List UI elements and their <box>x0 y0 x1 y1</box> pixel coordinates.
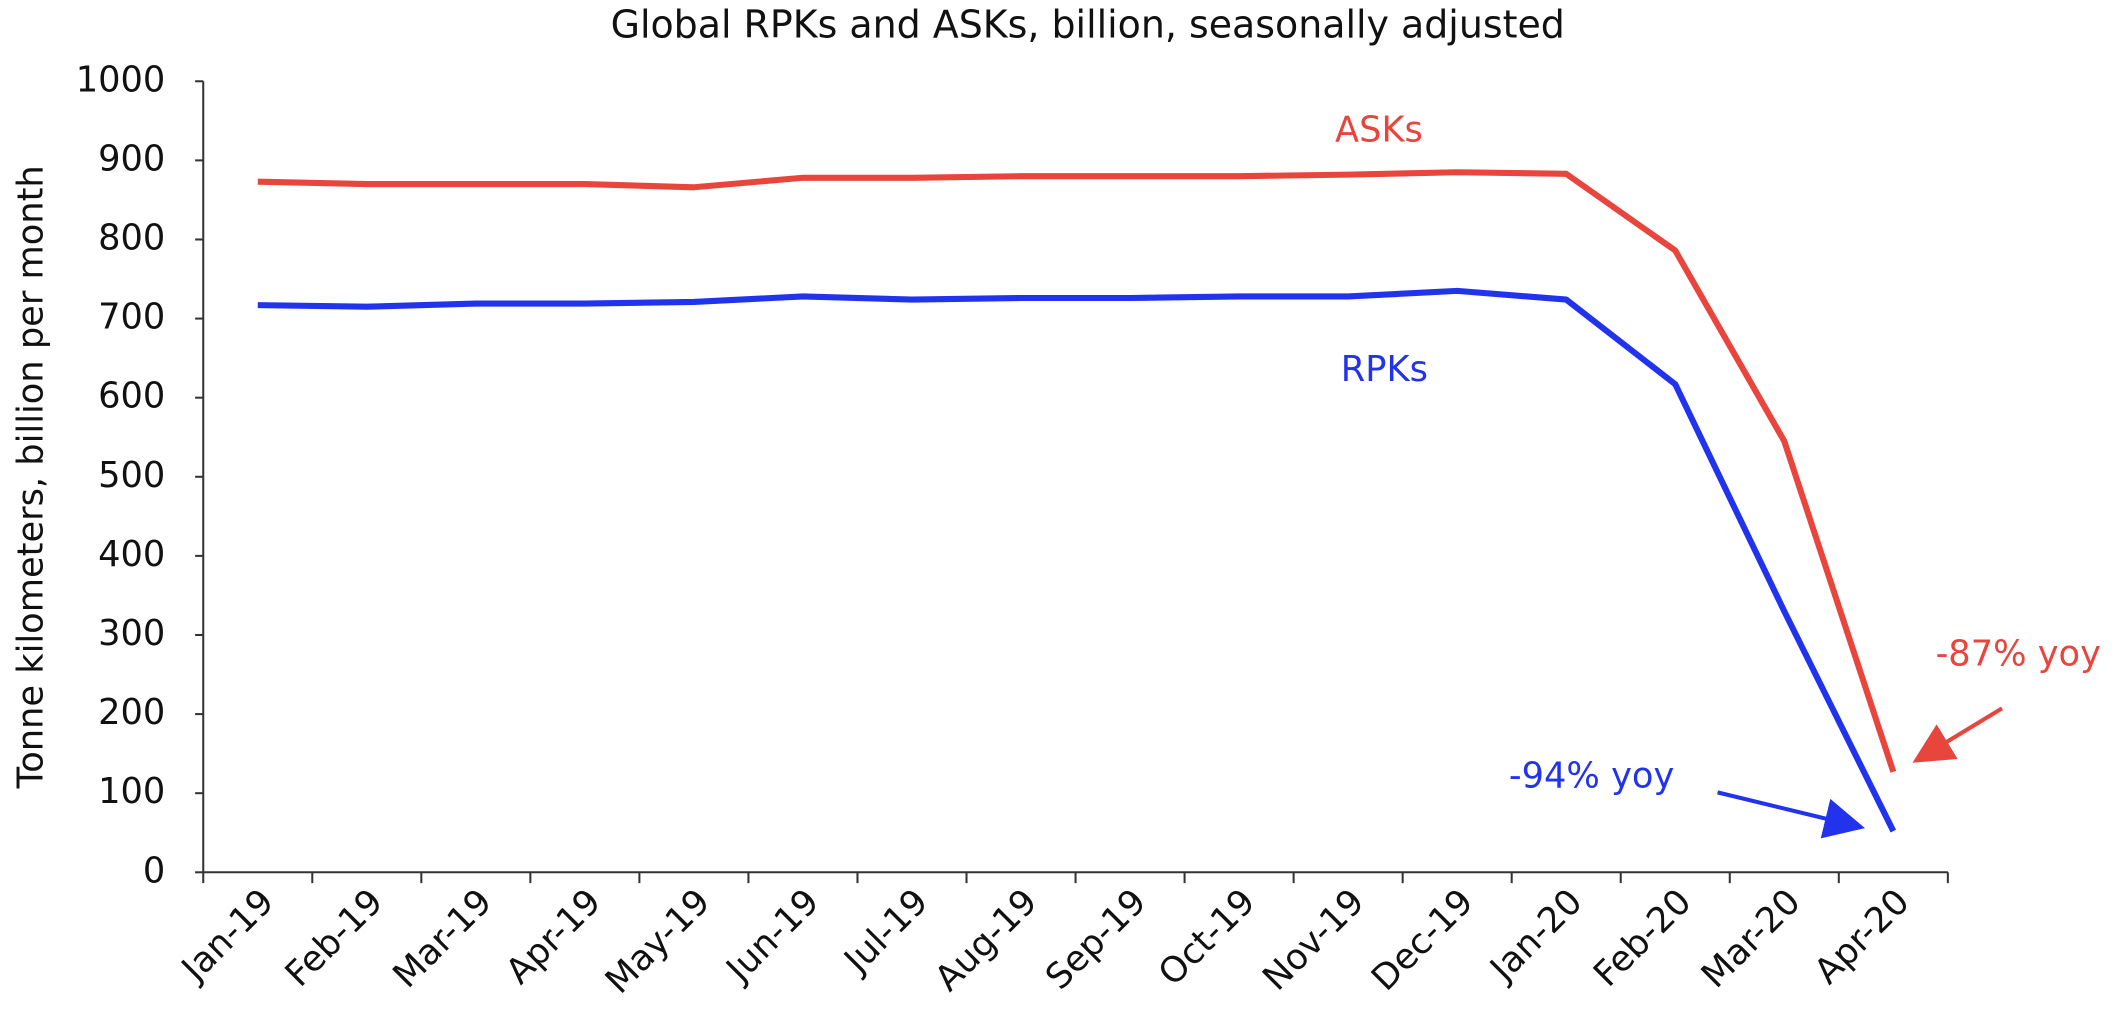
x-tick-label: Aug-19 <box>927 881 1045 999</box>
y-tick-label: 200 <box>98 692 165 733</box>
chart-title: Global RPKs and ASKs, billion, seasonall… <box>611 3 1565 47</box>
x-tick-label: Feb-20 <box>1586 881 1700 995</box>
y-tick-label: 800 <box>98 217 165 258</box>
x-tick-label: Oct-19 <box>1151 881 1264 994</box>
line <box>257 287 1897 833</box>
annotation: -87% yoy <box>1936 634 2101 675</box>
y-tick-label: 400 <box>98 534 165 575</box>
line <box>257 169 1897 773</box>
x-tick-label: Jan-20 <box>1481 881 1590 990</box>
y-tick-label: 600 <box>98 376 165 417</box>
arrow <box>1912 706 2004 763</box>
x-tick-label: Apr-20 <box>1806 881 1917 992</box>
y-tick-label: 500 <box>98 455 165 496</box>
x-tick-label: Mar-19 <box>385 881 500 996</box>
legend-label: RPKs <box>1341 349 1428 390</box>
annotation: -94% yoy <box>1509 755 1674 796</box>
x-tick-label: Feb-19 <box>277 881 391 995</box>
x-tick-label: Jul-19 <box>835 881 936 982</box>
legend-label: ASKs <box>1335 109 1423 150</box>
y-tick-label: 0 <box>143 850 165 891</box>
x-tick-label: Jan-19 <box>173 881 282 990</box>
arrow <box>1717 790 1865 839</box>
y-axis-label: Tonne kilometers, billion per month <box>11 165 52 789</box>
y-tick-label: 700 <box>98 297 165 338</box>
x-tick-label: May-19 <box>598 881 719 1002</box>
x-tick-label: Nov-19 <box>1255 881 1373 999</box>
y-tick-label: 900 <box>98 138 165 179</box>
y-tick-label: 300 <box>98 613 165 654</box>
y-tick-label: 1000 <box>76 59 166 100</box>
x-tick-label: Mar-20 <box>1694 881 1809 996</box>
y-tick-label: 100 <box>98 771 165 812</box>
x-tick-label: Jun-19 <box>717 881 827 991</box>
x-tick-label: Apr-19 <box>498 881 609 992</box>
x-tick-label: Dec-19 <box>1364 881 1482 999</box>
x-tick-label: Sep-19 <box>1038 881 1155 998</box>
